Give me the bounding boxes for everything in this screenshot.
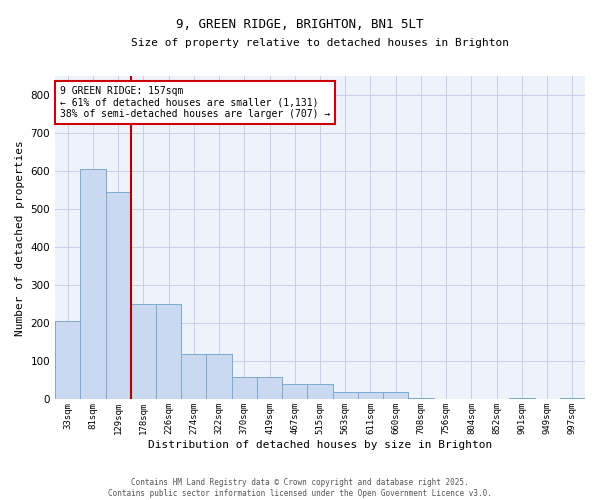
Bar (358, 392, 383, 400)
Bar (409, 398, 434, 400)
Y-axis label: Number of detached properties: Number of detached properties (15, 140, 25, 336)
Text: Contains HM Land Registry data © Crown copyright and database right 2025.
Contai: Contains HM Land Registry data © Crown c… (108, 478, 492, 498)
Bar (383, 392, 409, 400)
Bar (282, 384, 307, 400)
Bar (131, 304, 156, 400)
Bar (156, 304, 181, 400)
Bar (106, 192, 131, 400)
Bar (535, 398, 560, 400)
Bar (459, 398, 484, 400)
Bar (560, 398, 585, 400)
Text: 9, GREEN RIDGE, BRIGHTON, BN1 5LT: 9, GREEN RIDGE, BRIGHTON, BN1 5LT (176, 18, 424, 30)
Text: 9 GREEN RIDGE: 157sqm
← 61% of detached houses are smaller (1,131)
38% of semi-d: 9 GREEN RIDGE: 157sqm ← 61% of detached … (61, 86, 331, 119)
Title: Size of property relative to detached houses in Brighton: Size of property relative to detached ho… (131, 38, 509, 48)
Bar (181, 354, 206, 400)
Bar (55, 322, 80, 400)
Bar (232, 376, 257, 400)
Bar (206, 354, 232, 400)
Bar (484, 398, 509, 400)
X-axis label: Distribution of detached houses by size in Brighton: Distribution of detached houses by size … (148, 440, 492, 450)
Bar (434, 398, 459, 400)
Bar (257, 376, 282, 400)
Bar (307, 384, 332, 400)
Bar (332, 392, 358, 400)
Bar (80, 170, 106, 400)
Bar (509, 398, 535, 400)
